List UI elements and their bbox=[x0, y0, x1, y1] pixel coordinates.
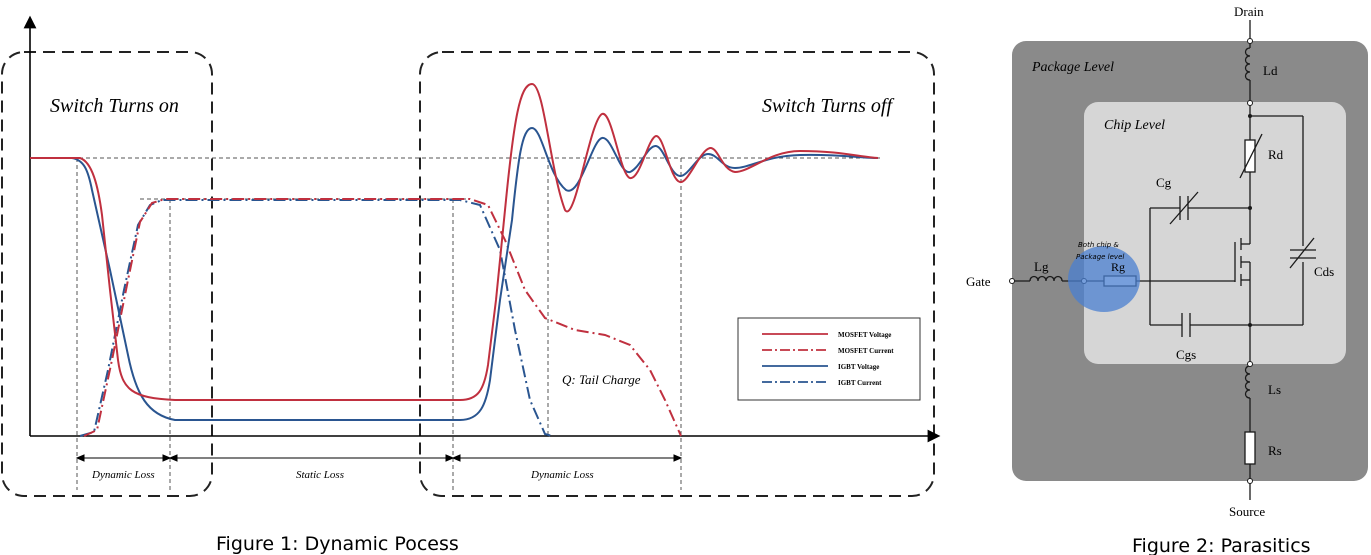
label-gate: Gate bbox=[966, 274, 991, 289]
label-source: Source bbox=[1229, 504, 1265, 519]
annotation-line-1: Both chip & bbox=[1078, 241, 1119, 249]
legend-label-mosfet-voltage: MOSFET Voltage bbox=[838, 331, 891, 339]
junction-dots bbox=[1248, 114, 1252, 327]
rs-resistor bbox=[1244, 431, 1256, 465]
chart-legend: MOSFET Voltage MOSFET Current IGBT Volta… bbox=[737, 317, 921, 401]
ld-inductor bbox=[1244, 47, 1251, 81]
segment-label-dynamic-off: Dynamic Loss bbox=[530, 469, 594, 481]
annotation-line-2: Package level bbox=[1076, 253, 1124, 261]
figure2-parasitics: Package Level Chip Level bbox=[966, 4, 1368, 555]
turn-on-label: Switch Turns on bbox=[50, 95, 179, 117]
figure1-dynamic-process: Switch Turns on Switch Turns off Q: Tail… bbox=[1, 15, 941, 555]
package-level-label: Package Level bbox=[1031, 60, 1114, 75]
igbt-voltage-curve bbox=[30, 126, 879, 421]
turn-on-frame bbox=[1, 51, 213, 497]
label-rs: Rs bbox=[1268, 443, 1282, 458]
igbt-current-curve bbox=[79, 199, 553, 437]
lg-inductor bbox=[1029, 275, 1063, 282]
tail-charge-label: Q: Tail Charge bbox=[562, 372, 641, 387]
turn-off-frame bbox=[419, 51, 935, 497]
phase-markers bbox=[76, 158, 682, 490]
legend-label-igbt-voltage: IGBT Voltage bbox=[838, 363, 879, 371]
label-cg: Cg bbox=[1156, 175, 1172, 190]
chip-level-label: Chip Level bbox=[1104, 118, 1165, 133]
segment-label-dynamic-on: Dynamic Loss bbox=[91, 469, 155, 481]
label-cgs: Cgs bbox=[1176, 347, 1196, 362]
turn-off-label: Switch Turns off bbox=[762, 95, 894, 117]
label-lg: Lg bbox=[1034, 259, 1049, 274]
label-ld: Ld bbox=[1263, 63, 1278, 78]
loss-segment-arrows bbox=[75, 454, 683, 462]
mosfet-voltage-curve bbox=[30, 82, 879, 401]
legend-label-igbt-current: IGBT Current bbox=[838, 379, 882, 387]
segment-label-static: Static Loss bbox=[296, 469, 344, 481]
shared-parasitic-highlight bbox=[1068, 246, 1140, 312]
legend-label-mosfet-current: MOSFET Current bbox=[838, 347, 894, 355]
rd-resistor bbox=[1244, 139, 1256, 173]
label-drain: Drain bbox=[1234, 4, 1264, 19]
ls-inductor bbox=[1244, 365, 1251, 399]
label-rd: Rd bbox=[1268, 147, 1284, 162]
label-ls: Ls bbox=[1268, 382, 1281, 397]
mosfet-current-curve bbox=[83, 198, 682, 437]
label-rg: Rg bbox=[1111, 260, 1125, 274]
figure2-caption: Figure 2: Parasitics bbox=[1132, 535, 1311, 555]
figure1-caption: Figure 1: Dynamic Pocess bbox=[216, 533, 459, 555]
label-cds: Cds bbox=[1314, 264, 1334, 279]
